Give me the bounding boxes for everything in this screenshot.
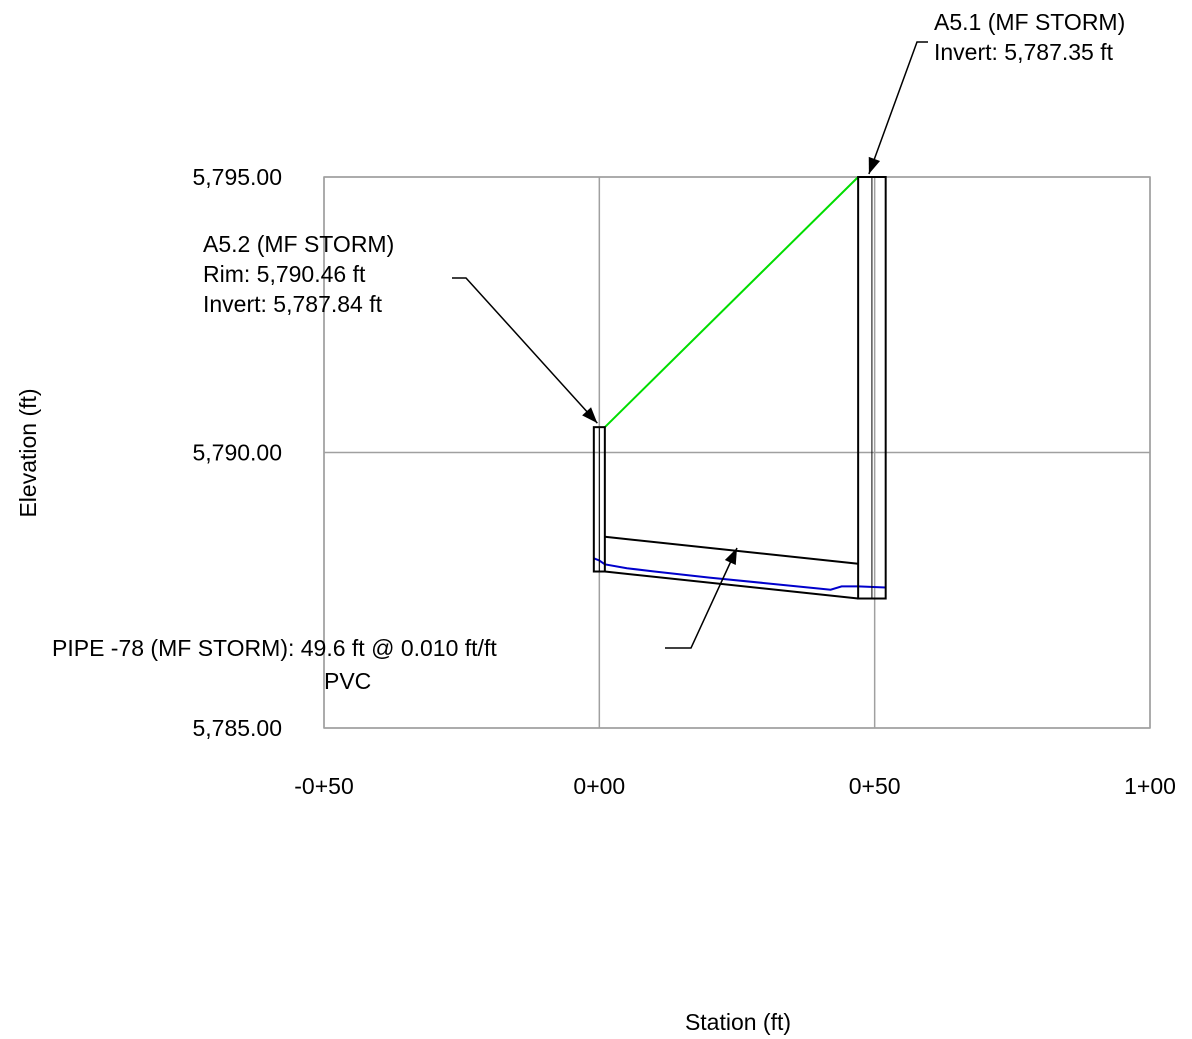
- y-tick-label: 5,790.00: [192, 440, 282, 466]
- x-tick-label: 0+50: [849, 773, 901, 799]
- pipe-label-material: PVC: [324, 668, 371, 694]
- structure-callout-a5-2-arrowhead: [582, 407, 598, 424]
- series-layer: [593, 176, 886, 591]
- structure-label-a5-2: A5.2 (MF STORM): [203, 231, 394, 257]
- pipe-crown-line: [604, 535, 859, 565]
- x-axis-title: Station (ft): [685, 1009, 791, 1035]
- structure-callout-a5-2-leader: [452, 277, 598, 424]
- pipe-callout-arrowhead: [724, 548, 737, 566]
- y-axis-title: Elevation (ft): [15, 388, 41, 517]
- structure-label-a5-2: Invert: 5,787.84 ft: [203, 291, 383, 317]
- x-tick-label: 0+00: [573, 773, 625, 799]
- series-line: [604, 176, 859, 428]
- y-tick-labels: 5,795.00 5,790.00 5,785.00: [192, 164, 282, 741]
- annotation-layer: A5.1 (MF STORM) Invert: 5,787.35 ft A5.2 (…: [52, 9, 1125, 694]
- y-tick-label: 5,795.00: [192, 164, 282, 190]
- plot-frame: [323, 176, 1151, 729]
- pipe-label: PIPE -78 (MF STORM): 49.6 ft @ 0.010 ft/…: [52, 635, 497, 661]
- x-tick-label: -0+50: [294, 773, 353, 799]
- x-tick-labels: -0+50 0+00 0+50 1+00: [294, 773, 1176, 799]
- pipe-invert-line: [604, 570, 859, 600]
- structure-layer: [592, 176, 887, 600]
- pipe-layer: [604, 535, 859, 600]
- x-tick-label: 1+00: [1124, 773, 1176, 799]
- structure-label-a5-2: Rim: 5,790.46 ft: [203, 261, 366, 287]
- structure-callout-a5-1-arrowhead: [868, 156, 881, 174]
- structure-callout-a5-1-leader: [868, 41, 928, 175]
- structure-label-a5-1: Invert: 5,787.35 ft: [934, 39, 1114, 65]
- structure-label-a5-1: A5.1 (MF STORM): [934, 9, 1125, 35]
- plot-area: [323, 176, 1151, 729]
- pipe-callout-leader: [665, 547, 738, 649]
- y-tick-label: 5,785.00: [192, 715, 282, 741]
